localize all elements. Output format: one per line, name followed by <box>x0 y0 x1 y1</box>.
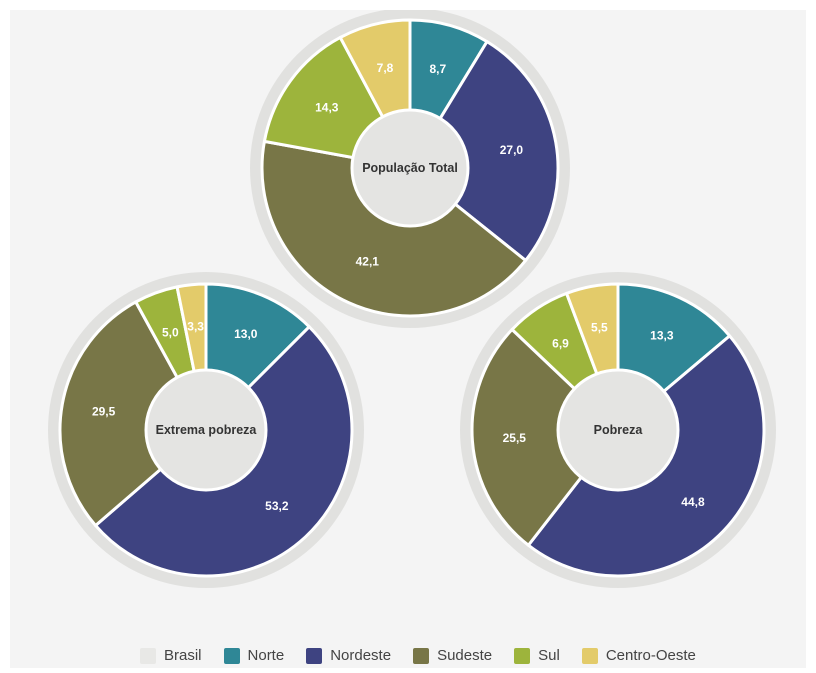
donut-center <box>144 368 268 492</box>
legend-item-norte: Norte <box>223 647 285 664</box>
chart-panel: 8,7 27,0 42,1 14,3 7,8 População Total 13,0 53,… <box>10 10 806 668</box>
legend-swatch <box>306 647 323 664</box>
slice-value-label: 44,8 <box>681 495 705 509</box>
donut-center-title: Extrema pobreza <box>156 423 258 437</box>
slice-value-label: 25,5 <box>503 431 527 445</box>
legend-swatch <box>581 647 598 664</box>
slice-value-label: 27,0 <box>500 143 524 157</box>
slice-value-label: 6,9 <box>552 336 569 350</box>
slice-sudeste <box>470 328 620 547</box>
donut-center <box>350 108 470 228</box>
donut-extrema-pobreza: 13,0 53,2 29,5 5,0 3,3 Extrema pobreza <box>48 272 364 588</box>
legend-label: Nordeste <box>330 647 392 664</box>
slice-value-label: 29,5 <box>92 405 116 419</box>
slice-value-label: 5,0 <box>162 325 179 339</box>
donut-pobreza: 13,3 44,8 25,5 6,9 5,5 Pobreza <box>460 272 776 588</box>
donut-center <box>556 368 680 492</box>
legend-item-centro-oeste: Centro-Oeste <box>581 647 696 664</box>
legend-item-brasil: Brasil <box>140 647 202 664</box>
legend: Brasil Norte Nordeste Sudeste Sul Centro-Oest… <box>140 647 718 664</box>
slice-nordeste <box>408 40 560 262</box>
slice-value-label: 14,3 <box>315 100 339 114</box>
legend-label: Sudeste <box>437 647 493 664</box>
donut-charts: 8,7 27,0 42,1 14,3 7,8 População Total 13,0 53,… <box>48 10 776 588</box>
legend-swatch <box>223 647 240 664</box>
legend-swatch <box>514 647 531 664</box>
slice-value-label: 13,3 <box>650 329 674 343</box>
legend-label: Centro-Oeste <box>605 647 696 664</box>
legend-item-sul: Sul <box>514 647 560 664</box>
legend-label: Norte <box>247 647 285 664</box>
legend-item-nordeste: Nordeste <box>306 647 391 664</box>
legend-label: Brasil <box>164 647 202 664</box>
slice-value-label: 7,8 <box>377 61 394 75</box>
legend-item-sudeste: Sudeste <box>413 647 492 664</box>
legend-label: Sul <box>538 647 560 664</box>
slice-sudeste <box>58 300 208 527</box>
donut-populacao-total: 8,7 27,0 42,1 14,3 7,8 População Total <box>250 10 570 328</box>
slice-value-label: 5,5 <box>591 321 608 335</box>
donut-center-title: Pobreza <box>594 423 644 437</box>
slice-value-label: 13,0 <box>234 327 258 341</box>
legend-swatch <box>140 647 156 664</box>
slice-value-label: 42,1 <box>356 255 380 269</box>
slice-value-label: 3,3 <box>187 320 204 334</box>
slice-value-label: 8,7 <box>429 62 446 76</box>
donut-center-title: População Total <box>362 161 458 175</box>
slice-value-label: 53,2 <box>265 499 289 513</box>
legend-swatch <box>413 647 430 664</box>
slice-sudeste <box>260 139 528 318</box>
